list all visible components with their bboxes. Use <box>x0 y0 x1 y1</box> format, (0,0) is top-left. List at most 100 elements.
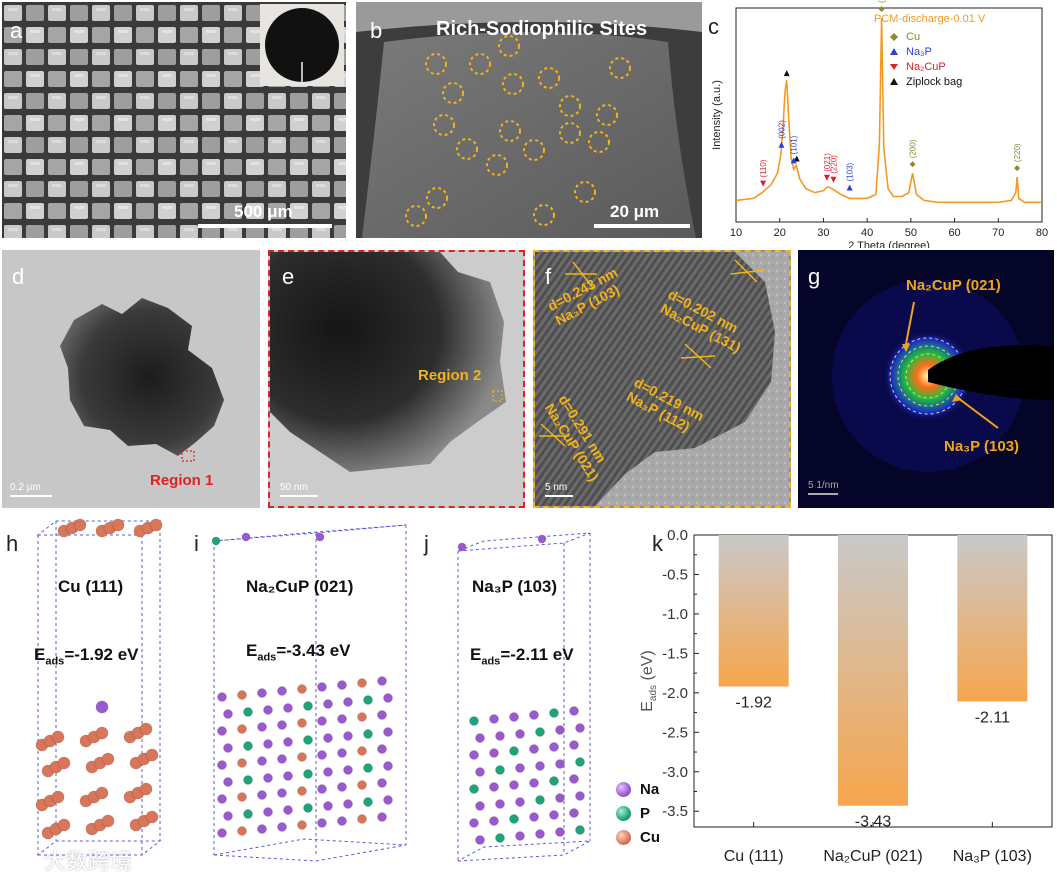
panel-f: f d=0.243 nm Na₃P (103) d=0.202 nm Na₂Cu… <box>533 250 791 508</box>
atom-sphere <box>357 780 367 790</box>
atom-sphere <box>51 790 65 804</box>
atom-sphere <box>509 712 519 722</box>
atom-sphere <box>377 812 387 822</box>
eads-y-axis-subscript: ads <box>648 685 659 701</box>
xrd-chart: 10 20 30 40 50 60 70 80 2 Theta (degree) Intensit… <box>711 0 1048 248</box>
atom-sphere <box>223 777 233 787</box>
panel-d: d Region 1 0.2 μm <box>2 250 260 508</box>
eads-bar <box>838 535 908 806</box>
na-atom-icon <box>616 782 631 797</box>
eads-y-axis-symbol: E <box>639 701 656 712</box>
atom-sphere <box>469 716 479 726</box>
atom-sphere <box>383 727 393 737</box>
atom-sphere <box>57 818 71 832</box>
atom-sphere <box>529 710 539 720</box>
atom-sphere <box>223 709 233 719</box>
atom-sphere <box>509 780 519 790</box>
panel-d-label: d <box>12 264 25 289</box>
atom-sphere <box>495 765 505 775</box>
panel-d-scale-text: 0.2 μm <box>10 482 41 493</box>
atom-sphere <box>535 829 545 839</box>
hrtem-lattice-image <box>535 252 789 506</box>
atom-sphere <box>95 786 109 800</box>
saed-pattern-image <box>798 250 1054 508</box>
eads-subscript: ads <box>257 651 277 664</box>
xrd-peak-label: (021) <box>823 153 832 172</box>
atom-sphere <box>283 703 293 713</box>
xrd-peak-label: (111) <box>878 0 887 3</box>
xrd-x-axis-label: 2 Theta (degree) <box>848 240 930 248</box>
eads-y-tick-label: -3.0 <box>662 764 688 781</box>
atom-sphere <box>297 718 307 728</box>
xrd-peak-marker <box>878 6 885 12</box>
na2cup-slab-model <box>211 524 407 862</box>
atom-sphere <box>323 767 333 777</box>
xrd-legend-label: Ziplock bag <box>906 76 962 88</box>
atom-sphere <box>243 707 253 717</box>
xrd-x-tick-label: 80 <box>1036 227 1048 239</box>
atom-sphere <box>297 684 307 694</box>
panel-a-scale-bar <box>198 224 332 228</box>
eads-bar-chart: 0.0 -0.5 -1.0 -1.5 -2.0 -2.5 -3.0 -3.5 Eads (eV)… <box>639 527 1053 865</box>
atom-sphere <box>217 726 227 736</box>
panel-b-scale-text: 20 μm <box>610 202 660 221</box>
lattice-spacing-markers <box>539 259 766 447</box>
panel-e: e Region 2 50 nm <box>268 250 525 508</box>
atom-sphere <box>343 765 353 775</box>
atom-sphere <box>575 757 585 767</box>
atom-sphere <box>323 699 333 709</box>
atom-sphere <box>317 784 327 794</box>
eads-y-axis-label: Eads (eV) <box>639 650 659 711</box>
atom-sphere <box>457 542 467 552</box>
atom-sphere <box>149 518 163 532</box>
atom-sphere <box>145 810 159 824</box>
panel-b: b Rich-Sodiophilic Sites 20 μm <box>356 2 702 238</box>
eads-y-tick-label: -1.0 <box>662 606 688 623</box>
atom-sphere <box>569 706 579 716</box>
panel-j: j Na₃P (103) Eads=-2.11 eV <box>420 515 630 875</box>
eads-symbol: E <box>246 641 258 660</box>
atom-sphere <box>495 799 505 809</box>
xrd-x-tick-label: 20 <box>774 227 786 239</box>
atom-sphere <box>263 739 273 749</box>
atom-sphere <box>515 763 525 773</box>
xrd-peak-marker <box>760 180 767 187</box>
atom-sphere <box>263 773 273 783</box>
xrd-peak-marker <box>1014 165 1021 172</box>
xrd-peak-label: (200) <box>909 139 918 158</box>
xrd-peak-marker <box>790 157 797 164</box>
sodiophilic-site-markers <box>405 35 631 227</box>
xrd-x-tick-label: 60 <box>948 227 960 239</box>
eads-x-tick-label: Na₃P (103) <box>953 848 1032 865</box>
eads-symbol: E <box>470 645 482 664</box>
ziplock-peak-marker <box>793 155 800 162</box>
sem-surface-image <box>356 2 702 238</box>
atom-sphere <box>575 825 585 835</box>
panel-e-label: e <box>282 264 295 289</box>
xrd-peak-label: (002) <box>777 120 786 139</box>
xrd-plot-frame <box>735 7 1043 223</box>
panel-k: k 0.0 -0.5 -1.0 -1.5 -2.0 -2.5 -3.0 -3.5 Eads (e… <box>634 515 1057 875</box>
atom-sphere <box>243 741 253 751</box>
xrd-legend-label: Na₃P <box>906 46 932 58</box>
atom-sphere <box>217 692 227 702</box>
atom-sphere <box>317 818 327 828</box>
atom-sphere <box>549 776 559 786</box>
cu-slab-model <box>35 518 163 856</box>
panel-i-surface: Na₂CuP (021) <box>246 577 354 596</box>
atom-sphere <box>383 795 393 805</box>
atom-sphere <box>277 788 287 798</box>
xrd-legend-marker <box>890 33 898 41</box>
saed-ring-label-2: Na₃P (103) <box>944 438 1020 455</box>
atom-sphere <box>363 763 373 773</box>
eads-y-tick-label: -2.5 <box>662 724 688 741</box>
atom-sphere <box>475 767 485 777</box>
atom-sphere <box>569 774 579 784</box>
atom-sphere <box>337 782 347 792</box>
panel-h-eads: Eads=-1.92 eV <box>34 645 139 667</box>
ziplock-peak-marker <box>783 70 790 77</box>
atom-sphere <box>73 518 87 532</box>
atom-sphere <box>303 803 313 813</box>
atom-sphere <box>283 771 293 781</box>
atom-sphere <box>469 750 479 760</box>
